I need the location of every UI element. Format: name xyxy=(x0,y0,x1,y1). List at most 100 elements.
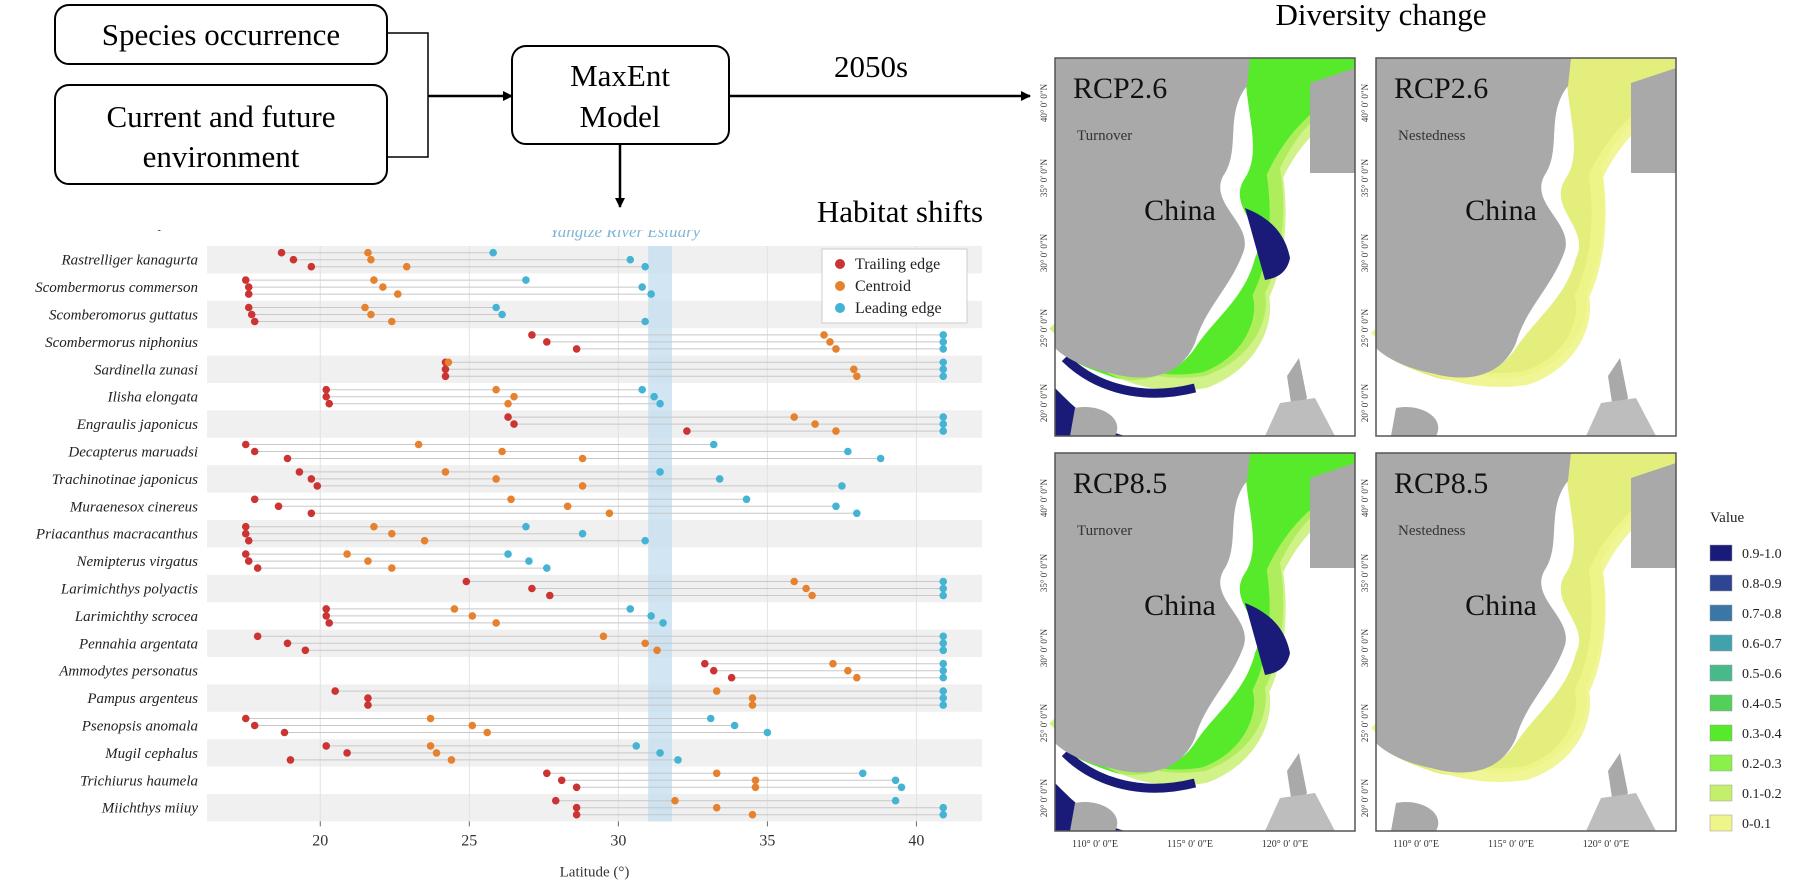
chart-legend: Trailing edge Centroid Leading edge xyxy=(821,248,968,324)
point-trailing-edge xyxy=(364,694,372,702)
species-label: Trichiurus haumela xyxy=(80,773,198,789)
point-trailing-edge xyxy=(244,557,253,565)
model-label-line2: Model xyxy=(580,99,661,134)
point-centroid xyxy=(370,522,378,531)
point-trailing-edge xyxy=(283,454,292,463)
point-leading-edge xyxy=(939,666,948,675)
species-label: Priacanthus macracanthus xyxy=(35,527,198,543)
lat-tick-label: 35° 0′ 0″N xyxy=(1039,553,1049,592)
point-trailing-edge xyxy=(322,742,331,750)
high-turnover-zone xyxy=(1245,603,1290,675)
map-metric-label: Turnover xyxy=(1077,523,1132,539)
point-trailing-edge xyxy=(551,796,560,805)
point-leading-edge xyxy=(706,714,715,723)
point-trailing-edge xyxy=(253,564,262,572)
point-centroid xyxy=(370,276,378,284)
map-panel: RCP8.5 Nestedness China 40° 0′ 0″N 35° 0′ 0″… xyxy=(1360,452,1677,850)
map-frame xyxy=(1375,452,1677,832)
point-centroid xyxy=(605,509,614,518)
point-centroid xyxy=(364,248,372,257)
point-centroid xyxy=(414,440,423,449)
legend-swatch xyxy=(1709,694,1733,712)
point-trailing-edge xyxy=(543,338,551,346)
legend-swatch xyxy=(1709,664,1733,682)
map-region-label: China xyxy=(1144,589,1216,622)
lat-tick-label: 30° 0′ 0″N xyxy=(1039,233,1049,272)
point-trailing-edge xyxy=(244,303,253,312)
point-trailing-edge xyxy=(322,392,331,401)
land-philippines xyxy=(1265,398,1335,436)
lat-tick-label: 20° 0′ 0″N xyxy=(1039,383,1049,422)
lat-tick-label: 40° 0′ 0″N xyxy=(1039,83,1049,122)
point-leading-edge xyxy=(641,536,649,545)
lon-tick-label: 115° 0′ 0″E xyxy=(1167,839,1213,850)
point-leading-edge xyxy=(891,796,900,805)
point-leading-edge xyxy=(641,317,649,326)
legend-marker xyxy=(835,303,845,313)
point-centroid xyxy=(850,365,858,374)
species-label: Engraulis japonicus xyxy=(76,417,198,433)
point-leading-edge xyxy=(939,687,948,695)
species-label: Psenopsis anomala xyxy=(81,719,198,735)
legend-swatch-label: 0.1-0.2 xyxy=(1742,787,1782,802)
point-centroid xyxy=(653,646,661,655)
point-trailing-edge xyxy=(277,248,286,257)
point-centroid xyxy=(578,454,587,463)
point-leading-edge xyxy=(939,338,948,346)
point-centroid xyxy=(751,783,760,792)
point-trailing-edge xyxy=(244,283,253,291)
coastal-shelf xyxy=(1055,453,1355,776)
point-centroid xyxy=(853,372,861,381)
point-leading-edge xyxy=(939,372,948,381)
point-leading-edge xyxy=(641,262,649,271)
point-leading-edge xyxy=(939,420,948,428)
point-centroid xyxy=(712,803,721,812)
point-centroid xyxy=(432,749,441,757)
point-leading-edge xyxy=(763,728,772,737)
point-trailing-edge xyxy=(700,659,709,668)
point-trailing-edge xyxy=(331,687,339,695)
species-label: Sardinella zunasi xyxy=(94,362,198,378)
point-trailing-edge xyxy=(286,756,295,764)
point-trailing-edge xyxy=(727,673,736,682)
point-trailing-edge xyxy=(244,290,253,298)
point-centroid xyxy=(641,639,649,648)
point-leading-edge xyxy=(891,776,900,785)
point-leading-edge xyxy=(939,427,948,435)
point-trailing-edge xyxy=(289,255,298,264)
land-peninsula xyxy=(1631,68,1676,173)
point-centroid xyxy=(402,262,411,271)
point-trailing-edge xyxy=(250,317,259,326)
point-centroid xyxy=(367,310,375,319)
diversity-change-title: Diversity change xyxy=(1276,0,1487,32)
point-leading-edge xyxy=(626,605,635,613)
point-leading-edge xyxy=(939,803,948,812)
point-leading-edge xyxy=(939,591,948,600)
map-metric-label: Turnover xyxy=(1077,128,1132,144)
point-centroid xyxy=(599,632,608,641)
point-trailing-edge xyxy=(241,276,250,284)
point-leading-edge xyxy=(492,303,500,312)
map-scenario-label: RCP8.5 xyxy=(1394,467,1488,500)
map-frame xyxy=(1054,57,1356,437)
land-mainland xyxy=(1055,453,1250,773)
connector-lines xyxy=(387,32,429,158)
lat-tick-label: 35° 0′ 0″N xyxy=(1360,158,1370,197)
legend-swatch-label: 0.2-0.3 xyxy=(1742,757,1782,772)
legend-label: Leading edge xyxy=(855,300,942,317)
point-centroid xyxy=(388,529,396,538)
point-centroid xyxy=(388,564,396,572)
point-leading-edge xyxy=(632,742,641,750)
environment-label-line2: environment xyxy=(143,139,300,174)
species-occurrence-label: Species occurrence xyxy=(102,17,340,52)
point-trailing-edge xyxy=(510,420,518,428)
land-mainland xyxy=(1055,58,1250,378)
map-region-label: China xyxy=(1144,194,1216,227)
point-leading-edge xyxy=(674,756,682,764)
point-trailing-edge xyxy=(295,468,304,476)
point-centroid xyxy=(492,475,500,483)
land-south xyxy=(1391,802,1439,831)
coastal-shelf xyxy=(1376,453,1676,776)
map-panel: RCP2.6 Nestedness China 40° 0′ 0″N 35° 0′ 0″… xyxy=(1360,57,1677,437)
point-trailing-edge xyxy=(301,646,310,655)
